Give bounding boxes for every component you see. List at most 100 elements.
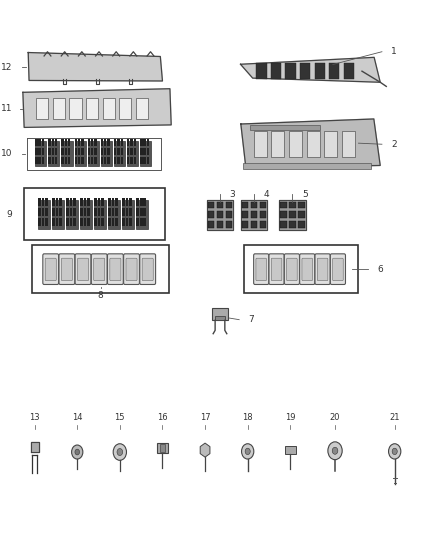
Bar xyxy=(115,218,118,225)
Bar xyxy=(144,208,146,216)
Bar xyxy=(250,125,320,130)
FancyBboxPatch shape xyxy=(45,258,56,281)
Bar xyxy=(134,139,136,147)
Bar xyxy=(134,157,136,164)
Bar xyxy=(104,157,106,164)
Bar xyxy=(88,139,90,147)
Bar xyxy=(70,218,72,225)
Bar xyxy=(35,148,38,155)
Text: 8: 8 xyxy=(98,292,103,301)
Polygon shape xyxy=(31,442,39,452)
Circle shape xyxy=(75,449,80,455)
Circle shape xyxy=(328,442,342,459)
Bar xyxy=(39,157,41,164)
FancyBboxPatch shape xyxy=(302,258,313,281)
Polygon shape xyxy=(240,58,380,82)
Bar xyxy=(285,446,296,454)
Bar xyxy=(131,157,133,164)
Bar xyxy=(137,218,139,225)
Bar xyxy=(120,139,123,147)
Bar xyxy=(208,201,214,208)
Bar xyxy=(280,221,286,228)
Bar xyxy=(88,148,90,155)
Bar xyxy=(122,218,125,225)
Bar xyxy=(55,157,57,164)
Bar xyxy=(101,148,103,155)
Bar xyxy=(39,148,41,155)
FancyBboxPatch shape xyxy=(317,258,328,281)
FancyBboxPatch shape xyxy=(269,254,284,285)
Bar xyxy=(81,139,84,147)
Bar xyxy=(137,208,139,216)
Text: 5: 5 xyxy=(302,190,307,199)
Bar xyxy=(140,148,143,155)
Bar xyxy=(144,148,146,155)
Bar xyxy=(140,157,143,164)
Bar xyxy=(208,212,214,219)
Bar xyxy=(80,198,83,206)
Bar xyxy=(144,198,146,206)
Bar xyxy=(70,198,72,206)
Bar xyxy=(114,139,117,147)
Bar xyxy=(66,208,69,216)
Bar xyxy=(74,148,77,155)
Bar xyxy=(73,198,76,206)
Bar xyxy=(112,208,114,216)
Bar xyxy=(104,139,106,147)
Bar xyxy=(78,139,80,147)
Bar xyxy=(300,63,310,78)
Bar xyxy=(127,148,130,155)
FancyBboxPatch shape xyxy=(140,254,155,285)
Bar xyxy=(108,208,111,216)
Text: 16: 16 xyxy=(157,413,168,422)
Bar xyxy=(101,157,103,164)
Bar xyxy=(147,139,149,147)
Bar xyxy=(68,157,71,164)
Bar xyxy=(140,198,142,206)
Bar xyxy=(104,148,106,155)
Bar xyxy=(35,141,46,166)
Bar xyxy=(307,131,320,157)
Bar xyxy=(117,148,120,155)
Bar xyxy=(88,157,90,164)
Bar xyxy=(102,98,115,119)
Text: 15: 15 xyxy=(115,413,125,422)
Bar xyxy=(107,148,110,155)
Text: 13: 13 xyxy=(29,413,40,422)
Bar xyxy=(107,157,110,164)
Bar xyxy=(144,157,146,164)
Text: 18: 18 xyxy=(242,413,253,422)
FancyBboxPatch shape xyxy=(107,254,123,285)
Bar xyxy=(66,200,78,229)
FancyBboxPatch shape xyxy=(94,258,105,281)
Bar xyxy=(256,63,267,78)
Bar xyxy=(127,157,130,164)
FancyBboxPatch shape xyxy=(254,254,269,285)
Bar xyxy=(94,148,97,155)
Polygon shape xyxy=(241,119,380,168)
Bar xyxy=(94,139,97,147)
Bar xyxy=(101,139,103,147)
Bar xyxy=(38,198,41,206)
Polygon shape xyxy=(28,53,162,81)
Bar xyxy=(242,201,248,208)
Bar xyxy=(120,157,123,164)
Bar xyxy=(42,148,44,155)
Bar xyxy=(59,218,62,225)
Circle shape xyxy=(241,444,254,459)
FancyBboxPatch shape xyxy=(110,258,121,281)
Bar xyxy=(147,148,149,155)
Bar xyxy=(74,141,86,166)
Bar xyxy=(42,139,44,147)
Polygon shape xyxy=(279,200,306,230)
Bar xyxy=(70,208,72,216)
Bar xyxy=(98,208,100,216)
Text: 17: 17 xyxy=(200,413,210,422)
Bar xyxy=(86,98,98,119)
Bar xyxy=(35,157,38,164)
Bar xyxy=(115,198,118,206)
Polygon shape xyxy=(240,200,268,230)
Bar xyxy=(101,208,104,216)
Bar xyxy=(36,98,49,119)
Bar xyxy=(94,218,97,225)
